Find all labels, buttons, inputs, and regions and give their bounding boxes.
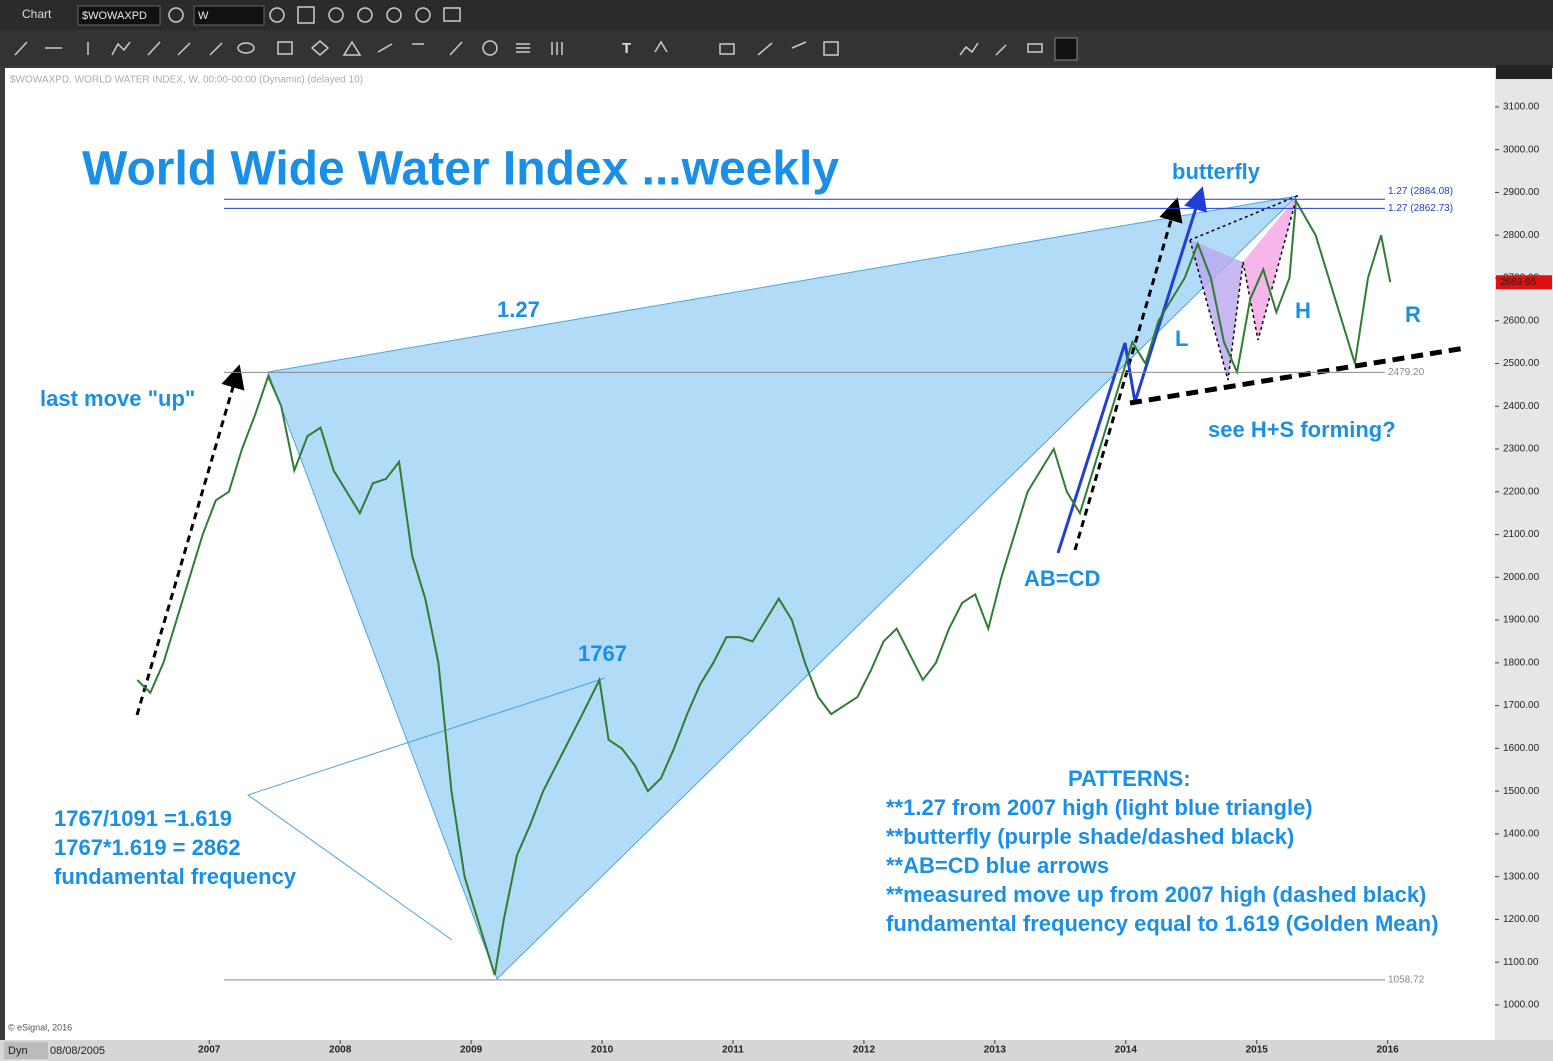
annotation: L [1175, 326, 1188, 351]
level-label: 1.27 (2884.08) [1388, 186, 1453, 197]
x-tick-label: 2015 [1246, 1045, 1269, 1056]
level-label: 2479.20 [1388, 367, 1425, 378]
annotation: 1.27 [497, 297, 540, 322]
y-tick-label: 2600.00 [1503, 315, 1540, 326]
annotation: **1.27 from 2007 high (light blue triang… [886, 795, 1313, 820]
annotation: 1767*1.619 = 2862 [54, 835, 241, 860]
top-price: 3181.67 [1500, 67, 1537, 78]
last-price: 2689.96 [1500, 277, 1537, 288]
top-price-box [1496, 64, 1552, 79]
level-label: 1058.72 [1388, 974, 1425, 985]
level-label: 1.27 (2862.73) [1388, 203, 1453, 214]
chart-title: World Wide Water Index ...weekly [82, 143, 839, 196]
y-tick-label: 3000.00 [1503, 144, 1540, 155]
toolbar [0, 30, 1553, 66]
session-box[interactable] [4, 1042, 48, 1059]
y-tick-label: 2800.00 [1503, 230, 1540, 241]
x-tick-label: 2014 [1115, 1045, 1138, 1056]
y-tick-label: 1400.00 [1503, 829, 1540, 840]
y-tick-label: 1000.00 [1503, 1000, 1540, 1011]
title-icons[interactable] [168, 6, 461, 24]
y-tick-label: 2100.00 [1503, 529, 1540, 540]
interval-box[interactable] [193, 5, 265, 26]
annotation: **butterfly (purple shade/dashed black) [886, 824, 1294, 849]
x-tick-label: 2012 [853, 1045, 876, 1056]
window-title: Chart [22, 7, 52, 21]
last-price-box [1496, 275, 1552, 290]
y-tick-label: 2500.00 [1503, 358, 1540, 369]
x-tick-label: 2009 [460, 1045, 483, 1056]
time-axis [0, 1040, 1553, 1061]
y-tick-label: 2900.00 [1503, 187, 1540, 198]
annotation: R [1405, 302, 1421, 327]
annotation: see H+S forming? [1208, 417, 1396, 442]
annotation: **AB=CD blue arrows [886, 853, 1109, 878]
symbol[interactable]: $WOWAXPD [82, 10, 147, 22]
annotation: **measured move up from 2007 high (dashe… [886, 882, 1426, 907]
y-tick-label: 1500.00 [1503, 786, 1540, 797]
y-tick-label: 1300.00 [1503, 871, 1540, 882]
annotation: AB=CD [1024, 566, 1100, 591]
price-line [136, 197, 1392, 976]
y-tick-label: 2300.00 [1503, 444, 1540, 455]
interval[interactable]: W [198, 10, 209, 22]
y-tick-label: 2000.00 [1503, 572, 1540, 583]
y-tick-label: 1100.00 [1503, 957, 1539, 968]
annotation: PATTERNS: [1068, 766, 1191, 791]
annotation: butterfly [1172, 159, 1261, 184]
y-tick-label: 1900.00 [1503, 615, 1540, 626]
annotation-shapes [135, 186, 1466, 980]
annotation: H [1295, 298, 1311, 323]
y-tick-label: 1200.00 [1503, 914, 1540, 925]
y-tick-label: 1700.00 [1503, 700, 1540, 711]
annotation: 1767/1091 =1.619 [54, 806, 232, 831]
x-tick-label: 2011 [722, 1045, 744, 1056]
copyright: © eSignal, 2016 [8, 1022, 72, 1032]
symbol-box[interactable] [77, 5, 161, 26]
y-tick-label: 1800.00 [1503, 657, 1540, 668]
annotation: 1767 [578, 641, 627, 666]
toolbar-icons[interactable] [14, 40, 1043, 56]
annotation: fundamental frequency [54, 864, 297, 889]
y-tick-label: 3100.00 [1503, 102, 1540, 113]
x-tick-label: 2008 [329, 1045, 352, 1056]
x-tick-label: 2016 [1377, 1045, 1400, 1056]
x-tick-label: 2007 [198, 1045, 221, 1056]
x-tick-label: 2013 [984, 1045, 1007, 1056]
y-tick-label: 2400.00 [1503, 401, 1540, 412]
price-axis [1495, 68, 1553, 1040]
magnet-tool[interactable] [1054, 37, 1078, 61]
y-tick-label: 2200.00 [1503, 486, 1540, 497]
y-tick-label: 1600.00 [1503, 743, 1540, 754]
chart-info: $WOWAXPD, WORLD WATER INDEX, W, 00:00-00… [10, 75, 363, 86]
start-date: 08/08/2005 [50, 1045, 105, 1057]
annotation: last move "up" [40, 386, 195, 411]
text-tool[interactable]: T [622, 40, 631, 57]
session-label[interactable]: Dyn [8, 1045, 28, 1057]
annotation: fundamental frequency equal to 1.619 (Go… [886, 911, 1439, 936]
x-tick-label: 2010 [591, 1045, 614, 1056]
